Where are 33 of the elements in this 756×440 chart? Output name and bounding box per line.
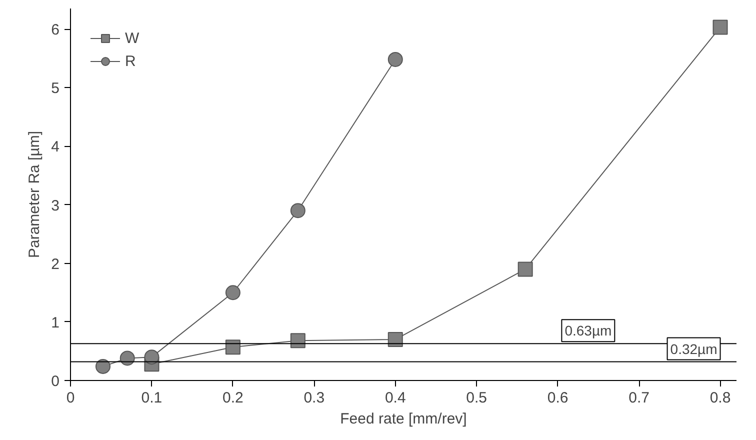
x-tick-label: 0.1	[141, 390, 162, 406]
point	[290, 333, 306, 348]
point	[225, 285, 240, 300]
x-tick-label: 0.2	[222, 390, 244, 406]
point	[120, 350, 135, 366]
x-tick-label: 0.6	[547, 390, 568, 406]
x-axis-title: Feed rate [mm/rev]	[340, 410, 467, 428]
legend-label: R	[125, 52, 137, 70]
y-tick-label: 3	[51, 197, 60, 214]
x-tick-label: 0.4	[384, 390, 406, 406]
point	[388, 332, 403, 347]
point	[518, 262, 533, 277]
x-tick-label: 0.7	[628, 390, 650, 406]
y-tick-label: 5	[51, 80, 60, 98]
x-tick-label: 0.8	[710, 390, 731, 406]
ref-line-label: 0.63µm	[564, 322, 612, 339]
y-tick-label: 6	[51, 22, 60, 39]
x-tick-label: 0	[66, 390, 75, 406]
point	[290, 203, 306, 218]
ref-line-label: 0.32µm	[670, 340, 718, 357]
x-tick-label: 0.3	[304, 390, 325, 406]
legend-label: W	[125, 30, 140, 46]
point	[95, 358, 110, 374]
point	[225, 340, 240, 355]
y-tick-label: 1	[51, 314, 60, 332]
y-tick-label: 2	[51, 256, 60, 273]
y-tick-label: 0	[51, 373, 60, 390]
point	[144, 350, 160, 365]
point	[712, 20, 728, 35]
y-tick-label: 4	[51, 138, 60, 156]
point	[388, 52, 403, 67]
y-axis-title: Parameter Ra [µm]	[26, 130, 44, 258]
x-tick-label: 0.5	[466, 390, 488, 406]
